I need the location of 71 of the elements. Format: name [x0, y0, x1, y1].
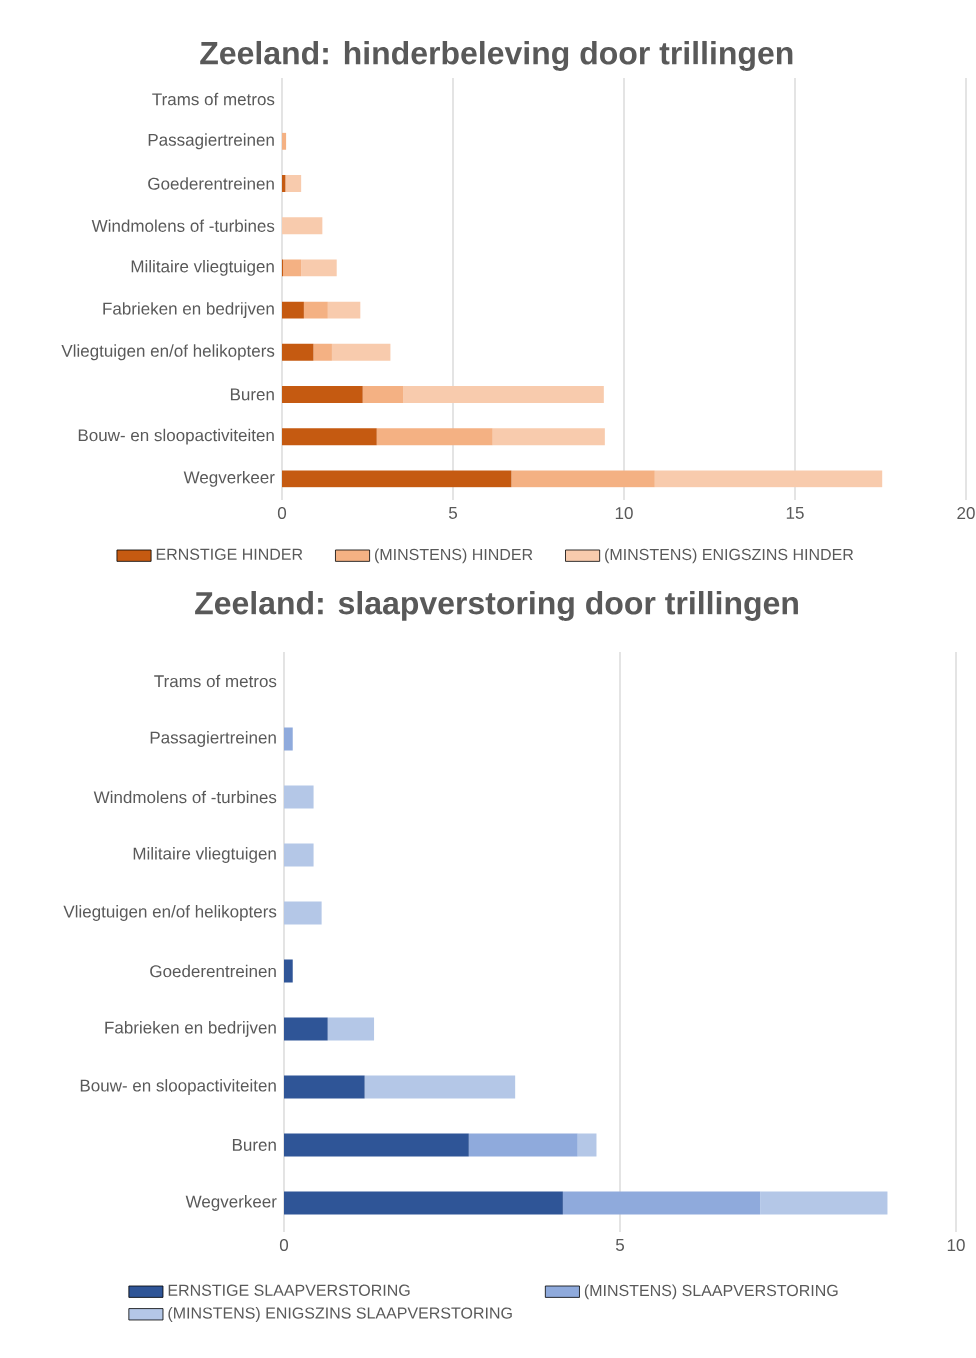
bar [511, 470, 655, 488]
legend-label: (MINSTENS) ENIGSZINS HINDER [605, 548, 854, 564]
x-tick-label: 15 [786, 507, 804, 519]
y-tick-label: Bouw- en sloopactiviteiten [80, 1079, 276, 1095]
x-tick-label: 0 [279, 1239, 289, 1252]
bar [284, 1017, 328, 1041]
x-tick-label: 10 [947, 1239, 965, 1252]
y-tick-label: Goederentreinen [150, 964, 276, 978]
chart-title: Zeeland: hinderbeleving door trillingen [200, 40, 793, 71]
bar [654, 470, 883, 488]
y-tick-label: Wegverkeer [185, 1195, 277, 1211]
y-tick-label: Trams of metros [152, 92, 275, 106]
bar [760, 1191, 888, 1215]
x-tick-label: 20 [957, 507, 975, 520]
y-tick-label: Militaire vliegtuigen [131, 259, 274, 276]
bar [327, 1017, 375, 1041]
y-tick-label: Fabrieken en bedrijven [105, 1021, 276, 1037]
bar [282, 217, 323, 235]
bar [282, 343, 314, 361]
x-tick-label: 0 [277, 507, 287, 520]
bar [376, 428, 493, 446]
bar [284, 843, 314, 867]
y-tick-label: Buren [230, 388, 274, 401]
y-tick-label: Trams of metros [154, 674, 277, 688]
bar [283, 259, 302, 277]
bar [327, 301, 361, 319]
legend-label: ERNSTIGE SLAAPVERSTORING [168, 1284, 410, 1296]
bar [284, 901, 322, 925]
bar [362, 386, 404, 403]
x-tick-label: 5 [448, 507, 458, 519]
bar [562, 1191, 761, 1215]
bar [285, 175, 302, 192]
bar [282, 470, 512, 488]
bar [282, 386, 363, 403]
bar [303, 301, 328, 319]
y-tick-label: Vliegtuigen en/of helikopters [63, 905, 277, 921]
bar [301, 259, 337, 277]
bar [284, 1191, 563, 1215]
legend-label: (MINSTENS) HINDER [375, 548, 533, 564]
bar [313, 343, 332, 361]
x-tick-label: 10 [615, 507, 633, 520]
legend-label: (MINSTENS) ENIGSZINS SLAAPVERSTORING [168, 1306, 512, 1322]
y-tick-label: Goederentreinen [148, 177, 274, 190]
bar [331, 343, 391, 361]
bar [284, 727, 293, 751]
y-tick-label: Windmolens of -turbines [91, 219, 275, 232]
bar [284, 1133, 469, 1157]
y-tick-label: Windmolens of -turbines [93, 790, 277, 804]
y-tick-label: Vliegtuigen en/of helikopters [61, 344, 275, 361]
y-tick-label: Fabrieken en bedrijven [103, 302, 274, 318]
bar [364, 1075, 516, 1099]
bar [284, 785, 314, 809]
bar [468, 1133, 578, 1157]
y-tick-label: Buren [232, 1139, 276, 1151]
y-tick-label: Passagiertreinen [148, 133, 274, 150]
bar [282, 428, 377, 446]
bar [282, 132, 287, 150]
legend-label: ERNSTIGE HINDER [156, 548, 303, 560]
y-tick-label: Militaire vliegtuigen [133, 847, 276, 863]
y-tick-label: Passagiertreinen [150, 731, 276, 747]
x-tick-label: 5 [615, 1239, 625, 1251]
bar [284, 959, 293, 983]
legend-label: (MINSTENS) SLAAPVERSTORING [584, 1284, 838, 1300]
bar [284, 1075, 365, 1099]
bar [282, 301, 304, 319]
y-tick-label: Wegverkeer [183, 470, 275, 487]
bar [492, 428, 605, 446]
bar [403, 386, 604, 403]
bar [577, 1133, 597, 1157]
y-tick-label: Bouw- en sloopactiviteiten [78, 428, 274, 445]
chart-title: Zeeland: slaapverstoring door trillingen [195, 590, 798, 621]
